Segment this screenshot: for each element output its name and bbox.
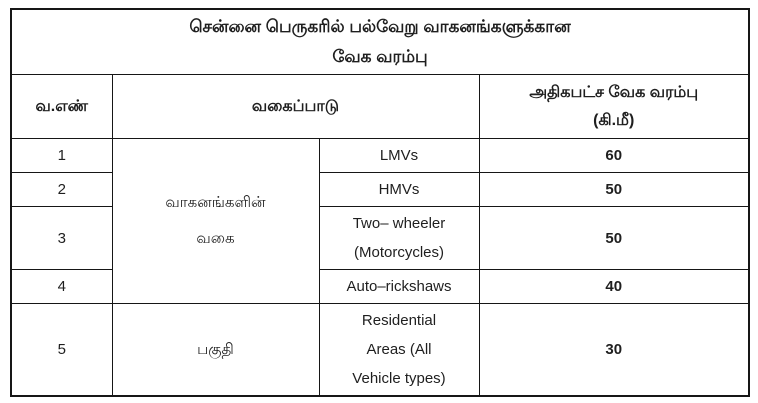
speed-value-cell: 50 <box>478 172 750 207</box>
table-row: 2 HMVs 50 <box>10 172 750 207</box>
header-max-speed-line2: (கி.மீ) <box>593 111 635 129</box>
speed-value-cell: 60 <box>478 138 750 173</box>
table-header-row: வ.எண் வகைப்பாடு அதிகபட்ச வேக வரம்பு (கி.… <box>10 74 750 139</box>
table-row: 4 Auto–rickshaws 40 <box>10 269 750 304</box>
group-cell-area: பகுதி <box>111 303 320 397</box>
speed-limit-table: சென்னை பெருகரில் பல்வேறு வாகனங்களுக்கான … <box>10 8 750 397</box>
table-row: 3 Two– wheeler (Motorcycles) 50 <box>10 206 750 270</box>
group-cell-vehicle-types: வாகனங்களின் வகை <box>111 138 320 304</box>
table-title-line1: சென்னை பெருகரில் பல்வேறு வாகனங்களுக்கான <box>189 17 571 36</box>
vehicle-type-cell: HMVs <box>318 172 480 207</box>
vehicle-type-line: Auto–rickshaws <box>346 278 452 295</box>
header-serial-number: வ.எண் <box>10 74 113 139</box>
table-title-line2: வேக வரம்பு <box>332 47 428 66</box>
vehicle-type-line: Areas (All <box>366 341 432 358</box>
vehicle-type-line: LMVs <box>379 147 419 164</box>
speed-value-cell: 30 <box>478 303 750 397</box>
serial-cell: 2 <box>10 172 113 207</box>
table-row: 1 வாகனங்களின் வகை LMVs 60 <box>10 138 750 304</box>
vehicle-type-line: Two– wheeler <box>352 215 446 232</box>
serial-cell: 1 <box>10 138 113 173</box>
serial-cell: 5 <box>10 303 113 397</box>
group-label-line1: வாகனங்களின் <box>165 194 266 211</box>
speed-value-cell: 50 <box>478 206 750 270</box>
table-title-row: சென்னை பெருகரில் பல்வேறு வாகனங்களுக்கான … <box>10 8 750 75</box>
group-label-line2: வகை <box>196 230 235 247</box>
serial-cell: 3 <box>10 206 113 270</box>
speed-value-cell: 40 <box>478 269 750 304</box>
vehicle-type-cell: LMVs <box>318 138 480 173</box>
table-title: சென்னை பெருகரில் பல்வேறு வாகனங்களுக்கான … <box>10 8 750 75</box>
vehicle-type-cell: Two– wheeler (Motorcycles) <box>318 206 480 270</box>
table-row: 5 பகுதி Residential Areas (All Vehicle t… <box>10 303 750 397</box>
header-category: வகைப்பாடு <box>111 74 480 139</box>
vehicle-type-cell: Auto–rickshaws <box>318 269 480 304</box>
vehicle-type-line: HMVs <box>378 181 420 198</box>
vehicle-type-line: (Motorcycles) <box>353 244 444 261</box>
header-max-speed-line1: அதிகபட்ச வேக வரம்பு <box>529 83 699 101</box>
vehicle-type-cell: Residential Areas (All Vehicle types) <box>318 303 480 397</box>
serial-cell: 4 <box>10 269 113 304</box>
vehicle-type-line: Residential <box>361 312 437 329</box>
vehicle-type-line: Vehicle types) <box>352 370 446 387</box>
header-max-speed: அதிகபட்ச வேக வரம்பு (கி.மீ) <box>478 74 750 139</box>
